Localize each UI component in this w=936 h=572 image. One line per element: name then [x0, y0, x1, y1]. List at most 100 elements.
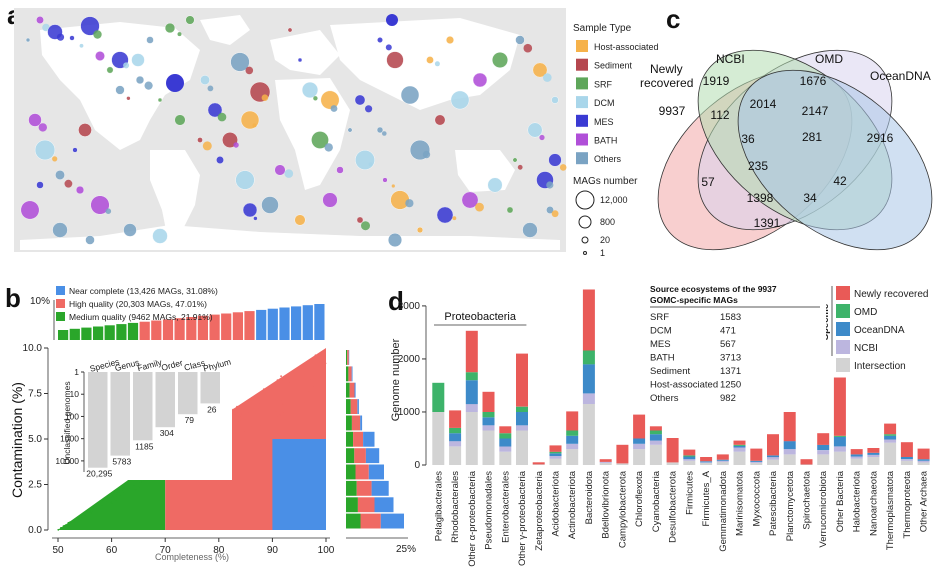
sample-site-marker — [517, 164, 523, 170]
sample-site-marker — [166, 74, 184, 92]
sample-site-marker — [230, 52, 250, 72]
stacked-bar-segment — [700, 462, 713, 463]
right-histogram-bar — [350, 399, 358, 414]
table-row-value: 982 — [720, 393, 736, 404]
y-tick-label: 10.0 — [23, 343, 43, 354]
scatter-point — [121, 488, 124, 491]
scatter-point — [238, 421, 241, 424]
scatter-point — [235, 420, 238, 422]
scatter-point — [274, 393, 277, 396]
right-histogram-bar — [380, 513, 404, 529]
sample-site-marker — [115, 85, 125, 95]
venn-label-oceandna: OceanDNA — [870, 69, 931, 83]
venn-count: 9937 — [659, 104, 686, 118]
legend-label: Host-associated — [594, 42, 659, 52]
right-histogram-bar — [348, 366, 352, 382]
sample-site-marker — [287, 27, 293, 33]
sample-site-marker — [543, 73, 552, 82]
scatter-point — [235, 432, 237, 435]
scatter-point — [90, 511, 93, 513]
sample-site-marker — [252, 123, 257, 128]
right-histogram-bar — [346, 464, 356, 480]
sample-site-marker — [436, 206, 454, 224]
bar-category-label: Actinobacteriota — [567, 470, 578, 539]
scatter-point — [234, 436, 237, 438]
legend-label: Sediment — [594, 61, 633, 71]
top-histogram-bar — [256, 309, 267, 340]
scatter-point — [232, 431, 235, 434]
scatter-point — [131, 483, 134, 486]
stacked-bar-segment — [666, 462, 679, 465]
x-tick-label: 100 — [318, 545, 335, 556]
scatter-near-complete-region — [272, 439, 326, 530]
stacked-bar-segment — [549, 456, 562, 459]
scatter-point — [239, 417, 242, 420]
scatter-point — [246, 405, 249, 407]
stacked-bar-segment — [867, 457, 880, 465]
scatter-point — [71, 520, 74, 523]
stacked-bar-segment — [884, 423, 897, 435]
sample-site-marker — [356, 216, 364, 224]
scatter-point — [57, 528, 60, 531]
scatter-point — [138, 485, 141, 488]
stacked-bar-segment — [817, 450, 830, 455]
inset-bar-order — [155, 372, 175, 428]
sample-site-marker — [551, 96, 559, 104]
venn-label-newly-recovered: Newly recovered — [640, 62, 693, 90]
sample-site-marker — [532, 62, 548, 78]
stacked-bar-segment — [867, 454, 880, 457]
right-histogram-tick: 25% — [396, 544, 416, 555]
size-legend-label: 12,000 — [600, 195, 628, 205]
stacked-bar-segment — [633, 438, 646, 444]
stacked-bar-segment — [582, 364, 595, 394]
stacked-bar-segment — [599, 459, 612, 462]
sample-site-marker — [207, 102, 223, 118]
stacked-bar-segment — [532, 464, 545, 465]
venn-count: 42 — [833, 174, 847, 188]
stacked-bar-segment — [716, 461, 729, 465]
scatter-point — [263, 410, 265, 413]
top-histogram-bar — [314, 304, 325, 340]
scatter-point — [242, 411, 245, 414]
size-legend-title: MAGs number — [573, 176, 638, 187]
scatter-point — [110, 495, 113, 498]
scatter-point — [292, 372, 295, 375]
stacked-bar-segment — [549, 458, 562, 465]
scatter-point — [139, 481, 142, 483]
size-legend-label: 1 — [600, 248, 605, 258]
scatter-point — [86, 510, 88, 513]
stacked-bar-segment — [683, 449, 696, 456]
sample-site-marker — [242, 202, 258, 218]
table-row-label: SRF — [650, 312, 669, 323]
sample-site-marker — [64, 179, 73, 188]
stacked-bar-segment — [716, 459, 729, 461]
bar-category-label: Gemmatimonadota — [718, 470, 729, 552]
scatter-point — [244, 430, 247, 433]
scatter-point — [116, 494, 119, 497]
sample-site-marker — [385, 44, 392, 51]
stacked-bar-segment — [817, 444, 830, 451]
scatter-point — [106, 499, 108, 502]
legend-swatch-sediment — [576, 58, 588, 71]
stacked-bar-segment — [516, 425, 528, 431]
scatter-point — [133, 484, 135, 487]
stacked-bar-segment — [499, 451, 512, 465]
size-legend-label: 20 — [600, 235, 610, 245]
stacked-bar-segment — [716, 460, 729, 462]
stacked-bar-segment — [449, 410, 462, 428]
scatter-point — [289, 381, 292, 384]
scatter-point — [116, 492, 118, 495]
stacked-bar-segment — [465, 404, 478, 412]
venn-count: 2014 — [750, 97, 777, 111]
stacked-bar-segment — [917, 462, 930, 465]
scatter-legend-label: Near complete (13,426 MAGs, 31.08%) — [69, 286, 218, 296]
sample-site-marker — [388, 232, 403, 247]
scatter-point — [100, 505, 103, 508]
stacked-bar-segment — [432, 382, 445, 412]
sample-site-marker — [52, 222, 68, 238]
scatter-point — [279, 399, 282, 402]
bar-category-label: Pseudomonadales — [484, 471, 495, 550]
sample-site-marker — [217, 112, 227, 122]
sample-site-marker — [126, 96, 131, 101]
venn-count: 1398 — [747, 191, 774, 205]
